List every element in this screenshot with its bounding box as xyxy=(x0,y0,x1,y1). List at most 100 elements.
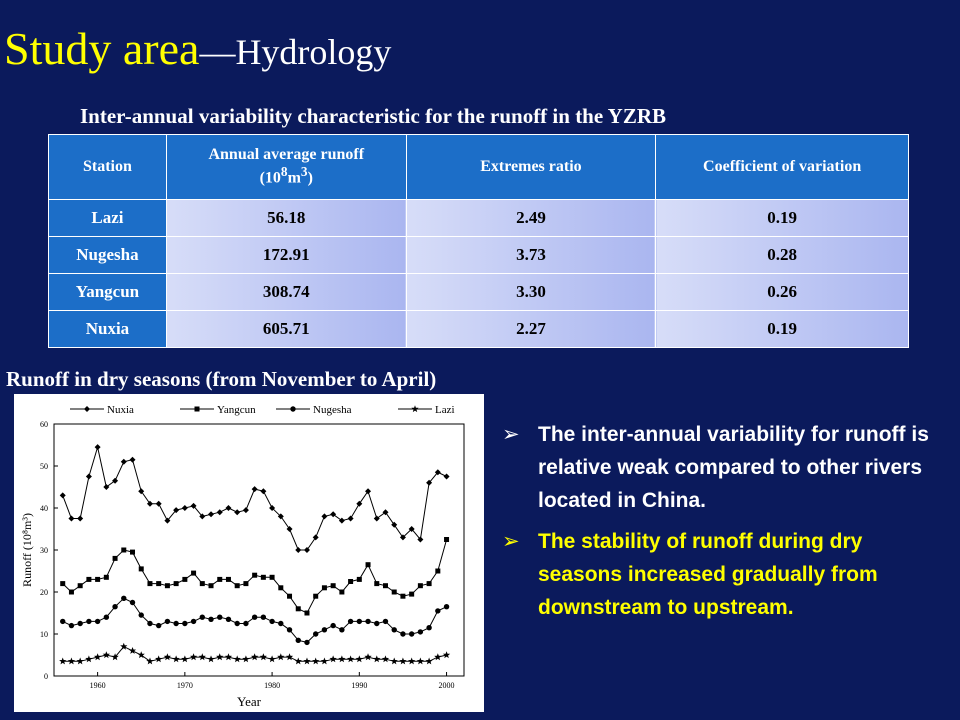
data-point-diamond xyxy=(338,517,345,524)
data-point-star xyxy=(85,655,93,663)
data-point-star xyxy=(408,657,416,665)
data-point-star xyxy=(338,655,346,663)
data-point-star xyxy=(120,642,128,650)
cv-cell: 0.19 xyxy=(655,199,909,237)
data-point-circle xyxy=(391,627,397,633)
data-point-diamond xyxy=(77,515,84,522)
x-axis-label: Year xyxy=(237,694,262,709)
data-point-circle xyxy=(374,620,380,627)
data-point-star xyxy=(347,655,355,663)
data-point-circle xyxy=(68,622,75,629)
y-tick-label: 40 xyxy=(40,504,48,513)
data-point-square xyxy=(234,583,240,589)
data-point-diamond xyxy=(417,536,424,543)
data-point-circle xyxy=(86,618,92,625)
data-point-square xyxy=(138,566,144,572)
data-point-circle xyxy=(339,627,345,633)
data-point-square xyxy=(391,589,397,595)
station-cell: Nugesha xyxy=(48,236,167,274)
data-point-square xyxy=(68,589,74,595)
runoff-stats-table: Station Annual average runoff (108m3) Ex… xyxy=(48,134,909,348)
data-point-square xyxy=(103,574,109,580)
data-point-diamond xyxy=(303,547,310,553)
data-point-star xyxy=(355,655,363,663)
data-point-diamond xyxy=(112,477,119,484)
data-point-square xyxy=(269,574,275,580)
data-point-circle xyxy=(269,618,275,625)
data-point-square xyxy=(330,583,336,589)
y-tick-label: 0 xyxy=(44,672,48,681)
data-point-star xyxy=(329,655,337,663)
data-point-circle xyxy=(313,631,319,637)
header-extremes-ratio: Extremes ratio xyxy=(405,134,657,200)
chart-caption: Runoff in dry seasons (from November to … xyxy=(6,367,437,391)
x-tick-label: 1990 xyxy=(351,681,367,690)
data-point-diamond xyxy=(155,500,162,507)
ratio-cell: 2.27 xyxy=(405,310,657,348)
station-cell: Yangcun xyxy=(48,273,167,311)
data-point-star xyxy=(128,647,137,654)
plot-frame xyxy=(53,423,465,677)
runoff-cell: 172.91 xyxy=(165,236,407,274)
data-point-star xyxy=(320,657,328,665)
station-cell: Nuxia xyxy=(48,310,167,348)
data-point-circle xyxy=(243,620,249,627)
data-point-circle xyxy=(217,614,223,620)
slide-subtitle: —Hydrology xyxy=(199,32,392,72)
x-tick-label: 1960 xyxy=(90,681,106,690)
data-point-star xyxy=(251,653,259,661)
data-point-square xyxy=(417,583,423,589)
data-point-square xyxy=(86,576,92,582)
data-point-star xyxy=(285,653,294,661)
data-point-square xyxy=(400,593,406,599)
data-point-star xyxy=(233,655,241,663)
data-point-diamond xyxy=(164,517,171,524)
data-point-square xyxy=(313,593,319,599)
data-point-diamond xyxy=(181,505,188,511)
data-point-square xyxy=(339,589,345,595)
data-point-diamond xyxy=(216,509,223,516)
data-point-circle xyxy=(199,614,205,620)
bullet-text: The inter-annual variability for runoff … xyxy=(538,423,929,512)
table-row: Lazi 56.18 2.49 0.19 xyxy=(48,199,909,237)
data-point-star xyxy=(59,657,67,665)
data-point-star xyxy=(381,655,390,663)
data-point-square xyxy=(409,591,415,597)
data-point-square xyxy=(374,581,380,587)
data-point-circle xyxy=(400,631,406,637)
data-point-circle xyxy=(330,622,336,629)
data-point-circle xyxy=(382,618,389,625)
data-point-star xyxy=(416,657,424,665)
data-point-circle xyxy=(365,618,371,625)
station-cell: Lazi xyxy=(48,199,167,237)
data-point-diamond xyxy=(225,505,232,511)
data-point-star xyxy=(102,651,110,659)
legend-label: Nuxia xyxy=(107,404,134,416)
data-point-square xyxy=(121,547,127,553)
data-point-diamond xyxy=(434,469,441,476)
data-point-circle xyxy=(435,608,441,614)
data-point-circle xyxy=(103,614,110,620)
data-point-star xyxy=(277,653,285,661)
data-point-diamond xyxy=(251,486,258,493)
data-point-star xyxy=(146,657,154,665)
header-annual-runoff: Annual average runoff (108m3) xyxy=(165,134,407,200)
data-point-circle xyxy=(112,604,118,610)
table-row: Nugesha 172.91 3.73 0.28 xyxy=(48,236,909,274)
data-point-diamond xyxy=(295,547,302,553)
data-point-star xyxy=(155,655,163,663)
data-point-star xyxy=(242,655,250,663)
data-point-diamond xyxy=(190,502,197,509)
data-point-diamond xyxy=(103,484,110,490)
data-point-diamond xyxy=(277,513,284,520)
data-point-circle xyxy=(321,627,328,633)
y-axis-label: Runoff (10⁸m³) xyxy=(20,513,34,587)
data-point-star xyxy=(216,653,224,661)
x-tick-label: 1970 xyxy=(177,681,193,690)
data-point-square xyxy=(435,568,441,574)
data-point-star xyxy=(137,651,145,659)
runoff-cell: 56.18 xyxy=(165,199,407,237)
data-point-square xyxy=(382,583,388,589)
runoff-line-chart: 0 10 20 30 40 50 60 1960 1970 1980 1990 2000 Year Run… xyxy=(20,404,465,709)
data-point-square xyxy=(225,576,231,582)
